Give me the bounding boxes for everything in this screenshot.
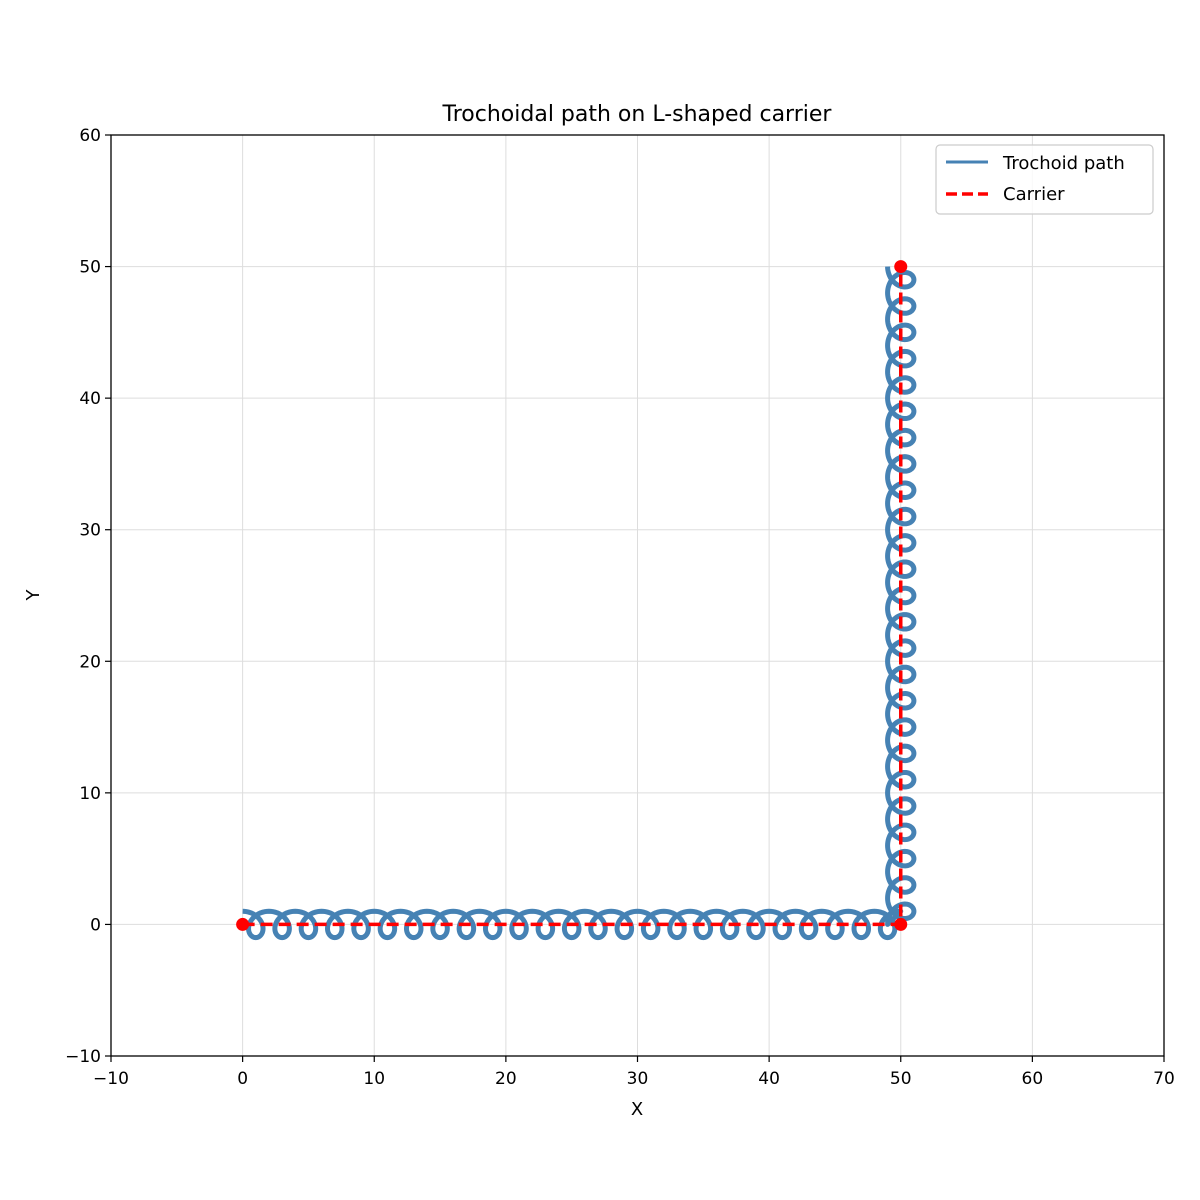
y-tick-label: 30 — [79, 521, 101, 541]
y-tick-label: 50 — [79, 258, 101, 278]
y-tick-label: 40 — [79, 389, 101, 409]
x-tick-label: 20 — [495, 1069, 517, 1089]
x-tick-label: 50 — [890, 1069, 912, 1089]
legend-label-trochoid: Trochoid path — [1002, 153, 1125, 174]
series-carrier-line — [242, 266, 903, 927]
series-trochoid-path — [241, 265, 917, 941]
y-tick-label: 10 — [79, 784, 101, 804]
grid — [110, 134, 1165, 1057]
legend-label-carrier: Carrier — [1003, 184, 1065, 205]
x-tick-label: 0 — [237, 1069, 248, 1089]
x-tick-label: 70 — [1153, 1069, 1175, 1089]
x-tick-label: 40 — [758, 1069, 780, 1089]
carrier-vertex-marker — [236, 917, 250, 931]
x-axis-label: X — [631, 1099, 643, 1120]
y-tick-label: 0 — [90, 915, 101, 935]
x-tick-label: 30 — [627, 1069, 649, 1089]
chart-title: Trochoidal path on L-shaped carrier — [442, 102, 833, 127]
y-tick-label: −10 — [65, 1047, 101, 1067]
y-axis-label: Y — [23, 589, 44, 602]
x-tick-label: −10 — [93, 1069, 129, 1089]
carrier-vertex-marker — [894, 917, 908, 931]
y-tick-label: 60 — [79, 126, 101, 146]
x-tick-label: 60 — [1022, 1069, 1044, 1089]
x-tick-label: 10 — [363, 1069, 385, 1089]
y-tick-label: 20 — [79, 652, 101, 672]
legend: Trochoid path Carrier — [935, 144, 1154, 215]
y-axis: −10 0 10 20 30 40 50 60 — [65, 126, 111, 1067]
legend-box — [935, 144, 1154, 215]
x-axis: −10 0 10 20 30 40 50 60 70 — [93, 1056, 1175, 1089]
plot-area — [236, 260, 917, 941]
carrier-vertex-marker — [894, 260, 908, 274]
